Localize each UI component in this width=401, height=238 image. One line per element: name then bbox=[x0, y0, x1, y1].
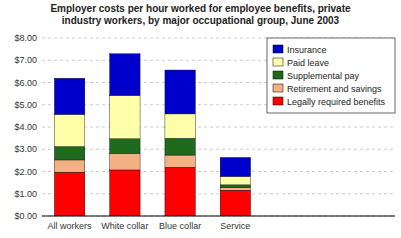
bar-segment bbox=[220, 190, 250, 216]
x-tick-label: Service bbox=[220, 221, 250, 231]
bar-segment bbox=[220, 157, 250, 176]
y-tick-label: $0.00 bbox=[14, 211, 37, 221]
x-tick-label: White collar bbox=[101, 221, 148, 231]
title-line: industry workers, by major occupational … bbox=[62, 15, 340, 26]
y-tick-label: $5.00 bbox=[14, 100, 37, 110]
bar-segment bbox=[54, 78, 84, 114]
x-tick-label: Blue collar bbox=[159, 221, 201, 231]
legend-swatch bbox=[273, 58, 283, 66]
legend: Insurance Paid leave Supplemental pay Retir… bbox=[267, 38, 395, 113]
y-tick-label: $1.00 bbox=[14, 189, 37, 199]
y-tick-label: $4.00 bbox=[14, 122, 37, 132]
title: Employer costs per hour worked for emplo… bbox=[50, 3, 351, 26]
x-axis-line bbox=[42, 216, 395, 217]
grid-line bbox=[42, 171, 395, 172]
legend-label: Paid leave bbox=[287, 58, 329, 68]
bar-segment bbox=[165, 70, 195, 114]
legend-label: Retirement and savings bbox=[287, 84, 382, 94]
bar-segment bbox=[110, 170, 140, 216]
legend-swatch bbox=[273, 71, 283, 79]
legend-label: Legally required benefits bbox=[287, 97, 386, 107]
bar-segment bbox=[110, 139, 140, 153]
x-tick-label: All workers bbox=[48, 221, 93, 231]
legend-swatch bbox=[273, 84, 283, 92]
bar-segment bbox=[165, 155, 195, 167]
y-tick-label: $6.00 bbox=[14, 78, 37, 88]
bar-segment bbox=[220, 176, 250, 184]
bar-segment bbox=[110, 153, 140, 170]
bar-segment bbox=[110, 95, 140, 138]
bars bbox=[54, 54, 250, 216]
legend-label: Insurance bbox=[287, 45, 327, 55]
y-tick-label: $3.00 bbox=[14, 144, 37, 154]
bar-segment bbox=[110, 54, 140, 96]
y-tick-label: $8.00 bbox=[14, 33, 37, 43]
title-line: Employer costs per hour worked for emplo… bbox=[50, 3, 351, 14]
bar-segment bbox=[165, 114, 195, 138]
grid-line bbox=[42, 127, 395, 128]
y-tick-label: $2.00 bbox=[14, 167, 37, 177]
legend-frame bbox=[267, 38, 395, 113]
bar-segment bbox=[54, 147, 84, 160]
bar-segment bbox=[165, 167, 195, 216]
legend-swatch bbox=[273, 97, 283, 105]
bar-segment bbox=[54, 172, 84, 216]
y-tick-label: $7.00 bbox=[14, 55, 37, 65]
bar-segment bbox=[54, 114, 84, 146]
bar-segment bbox=[220, 185, 250, 188]
grid-line bbox=[42, 193, 395, 194]
grid bbox=[42, 38, 395, 216]
bar-segment bbox=[165, 138, 195, 155]
bar-segment bbox=[54, 160, 84, 172]
bar-segment bbox=[220, 188, 250, 191]
grid-line bbox=[42, 149, 395, 150]
legend-swatch bbox=[273, 45, 283, 53]
legend-label: Supplemental pay bbox=[287, 71, 360, 81]
chart: Employer costs per hour worked for emplo… bbox=[0, 0, 401, 238]
grid-line bbox=[42, 216, 395, 217]
